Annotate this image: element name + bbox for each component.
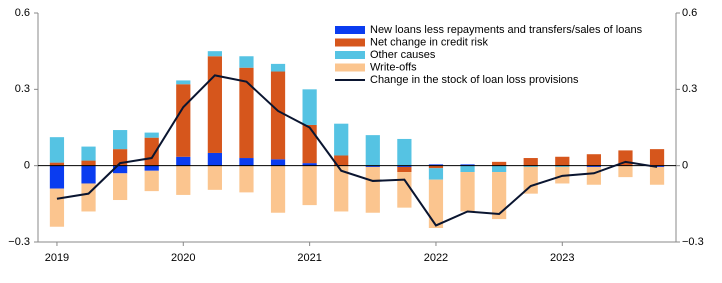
bar xyxy=(365,165,380,167)
bar xyxy=(207,152,222,166)
bar xyxy=(207,56,222,153)
bar xyxy=(523,158,538,166)
bar xyxy=(397,138,412,166)
bar xyxy=(460,165,475,173)
y-tick-label: 0.6 xyxy=(15,7,30,19)
bar xyxy=(302,89,317,125)
bar xyxy=(270,159,286,166)
bar xyxy=(649,166,665,185)
bar xyxy=(618,165,633,178)
bar xyxy=(586,154,601,166)
bar xyxy=(176,80,191,85)
bar xyxy=(586,166,601,185)
bar xyxy=(49,162,65,166)
bar xyxy=(176,156,191,166)
bar xyxy=(555,156,570,166)
bar xyxy=(649,149,665,166)
bar xyxy=(144,132,159,138)
bar xyxy=(460,164,475,166)
bar xyxy=(586,165,601,167)
bar xyxy=(239,165,254,193)
bar xyxy=(460,172,475,212)
bar xyxy=(523,165,538,167)
legend-label: Net change in credit risk xyxy=(370,36,488,48)
bar xyxy=(365,135,380,166)
bar xyxy=(397,166,412,173)
y-tick-label: −0.3 xyxy=(8,236,30,248)
bar xyxy=(302,165,317,206)
bar xyxy=(144,170,159,192)
bar xyxy=(270,71,286,160)
bar xyxy=(492,161,507,166)
bar xyxy=(334,165,349,212)
bar xyxy=(270,63,286,72)
bar xyxy=(81,165,96,184)
bar xyxy=(176,165,191,195)
bar xyxy=(239,158,254,166)
bar xyxy=(397,165,412,167)
legend-label: Change in the stock of loan loss provisi… xyxy=(370,74,579,86)
bar xyxy=(176,84,191,157)
bar xyxy=(81,160,96,166)
bar xyxy=(334,155,349,166)
x-tick-label: 2021 xyxy=(297,252,321,264)
bar xyxy=(144,165,159,171)
bar xyxy=(555,165,570,167)
y2-tick-label: 0.3 xyxy=(682,83,697,95)
y2-tick-label: 0.6 xyxy=(682,7,697,19)
y-tick-label: 0 xyxy=(24,160,30,172)
bar xyxy=(113,165,128,174)
x-tick-label: 2023 xyxy=(550,252,574,264)
legend-label: New loans less repayments and transfers/… xyxy=(370,24,643,36)
line xyxy=(56,74,658,227)
bar xyxy=(49,188,65,227)
bar xyxy=(49,165,65,189)
bar xyxy=(428,164,444,166)
bar xyxy=(302,124,317,164)
y-tick-label: 0.3 xyxy=(15,83,30,95)
legend-label: Other causes xyxy=(370,49,436,61)
bar xyxy=(239,67,254,159)
bar xyxy=(113,173,128,201)
bar xyxy=(428,179,444,229)
bar xyxy=(81,146,96,161)
bar xyxy=(523,166,538,194)
bar xyxy=(270,165,286,213)
bar xyxy=(334,123,349,156)
x-tick-label: 2022 xyxy=(424,252,448,264)
bar xyxy=(113,149,128,166)
bar xyxy=(207,51,222,57)
y2-tick-label: −0.3 xyxy=(682,236,704,248)
bar xyxy=(397,172,412,208)
y2-tick-label: 0 xyxy=(682,160,688,172)
legend-swatch xyxy=(335,51,365,59)
x-tick-label: 2020 xyxy=(171,252,195,264)
bar xyxy=(113,130,128,150)
legend-label: Write-offs xyxy=(370,61,417,73)
bar xyxy=(428,168,444,180)
bar xyxy=(428,165,444,169)
legend-swatch xyxy=(335,63,365,72)
bar xyxy=(207,165,222,190)
x-tick-label: 2019 xyxy=(45,252,69,264)
bar xyxy=(49,137,65,163)
bar xyxy=(492,165,507,173)
bar xyxy=(365,166,380,213)
legend-swatch xyxy=(335,38,365,47)
bar xyxy=(492,172,507,220)
bar xyxy=(239,56,254,68)
bar xyxy=(302,163,317,166)
legend-swatch xyxy=(335,26,365,34)
